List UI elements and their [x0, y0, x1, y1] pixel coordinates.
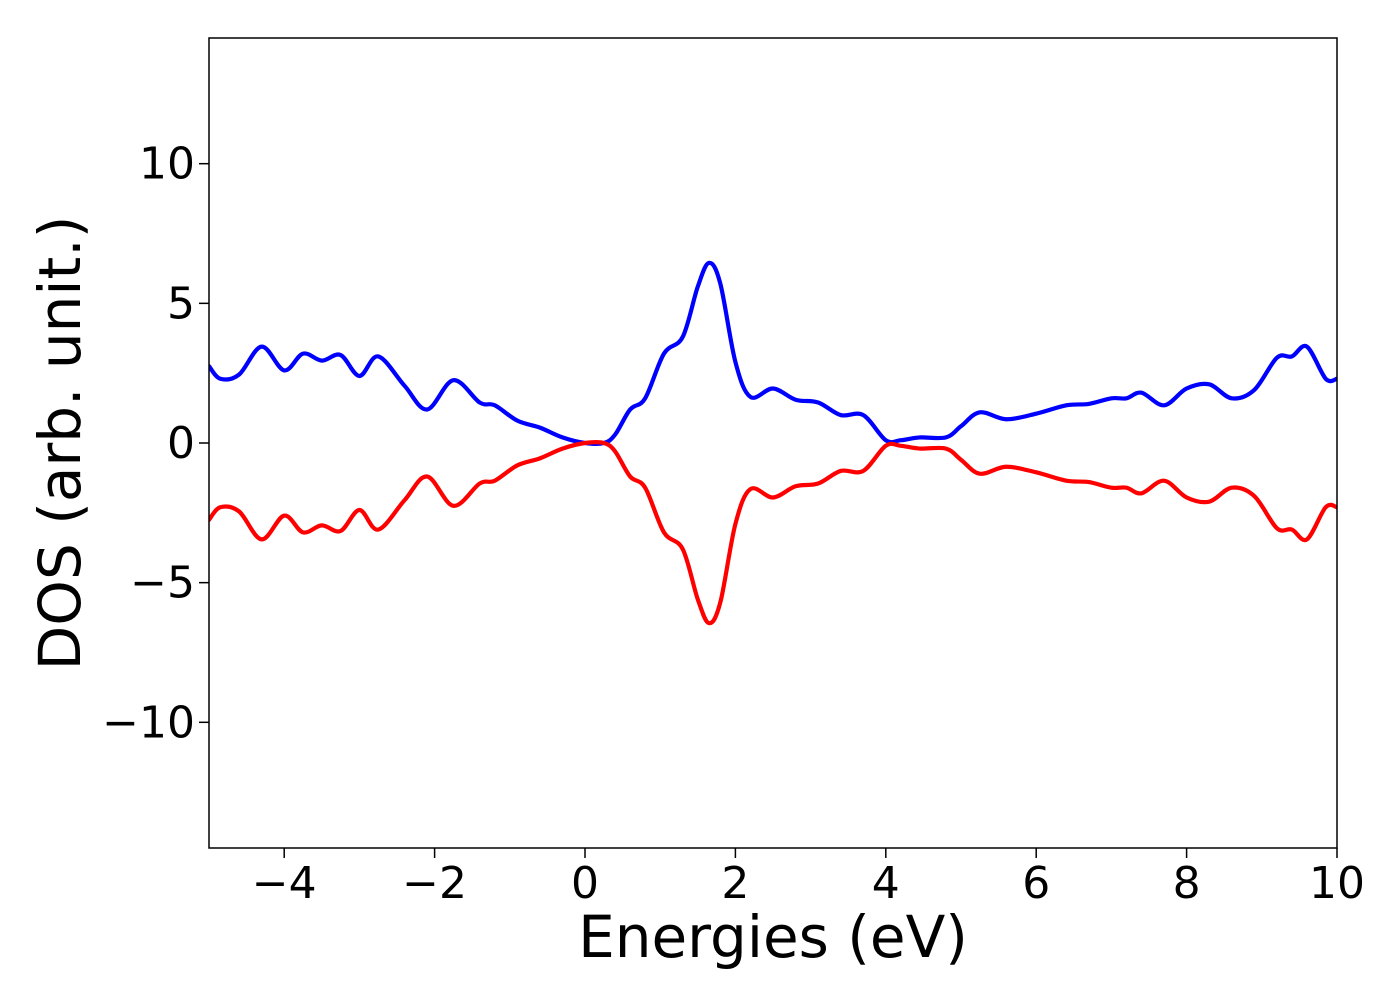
- x-tick-label: 6: [1022, 858, 1050, 909]
- y-tick-label: 0: [167, 418, 195, 469]
- dos-series-red-line: [209, 440, 1337, 626]
- y-tick-label: 10: [139, 139, 195, 190]
- y-axis-label: DOS (arb. unit.): [26, 216, 94, 671]
- y-tick-label: −10: [102, 697, 195, 748]
- x-tick-label: 10: [1309, 858, 1365, 909]
- series-layer: [209, 260, 1337, 626]
- y-axis-ticks: −10 −5 0 5 10: [102, 139, 209, 748]
- y-tick-label: −5: [130, 558, 195, 609]
- x-tick-label: 2: [721, 858, 749, 909]
- x-axis-ticks: −4 −2 0 2 4 6 8 10: [252, 848, 1365, 909]
- x-tick-label: 0: [571, 858, 599, 909]
- dos-series-blue-line: [209, 260, 1337, 446]
- x-tick-label: −2: [402, 858, 467, 909]
- x-tick-label: −4: [252, 858, 317, 909]
- x-tick-label: 4: [872, 858, 900, 909]
- x-tick-label: 8: [1173, 858, 1201, 909]
- x-axis-label: Energies (eV): [578, 903, 968, 971]
- y-tick-label: 5: [167, 278, 195, 329]
